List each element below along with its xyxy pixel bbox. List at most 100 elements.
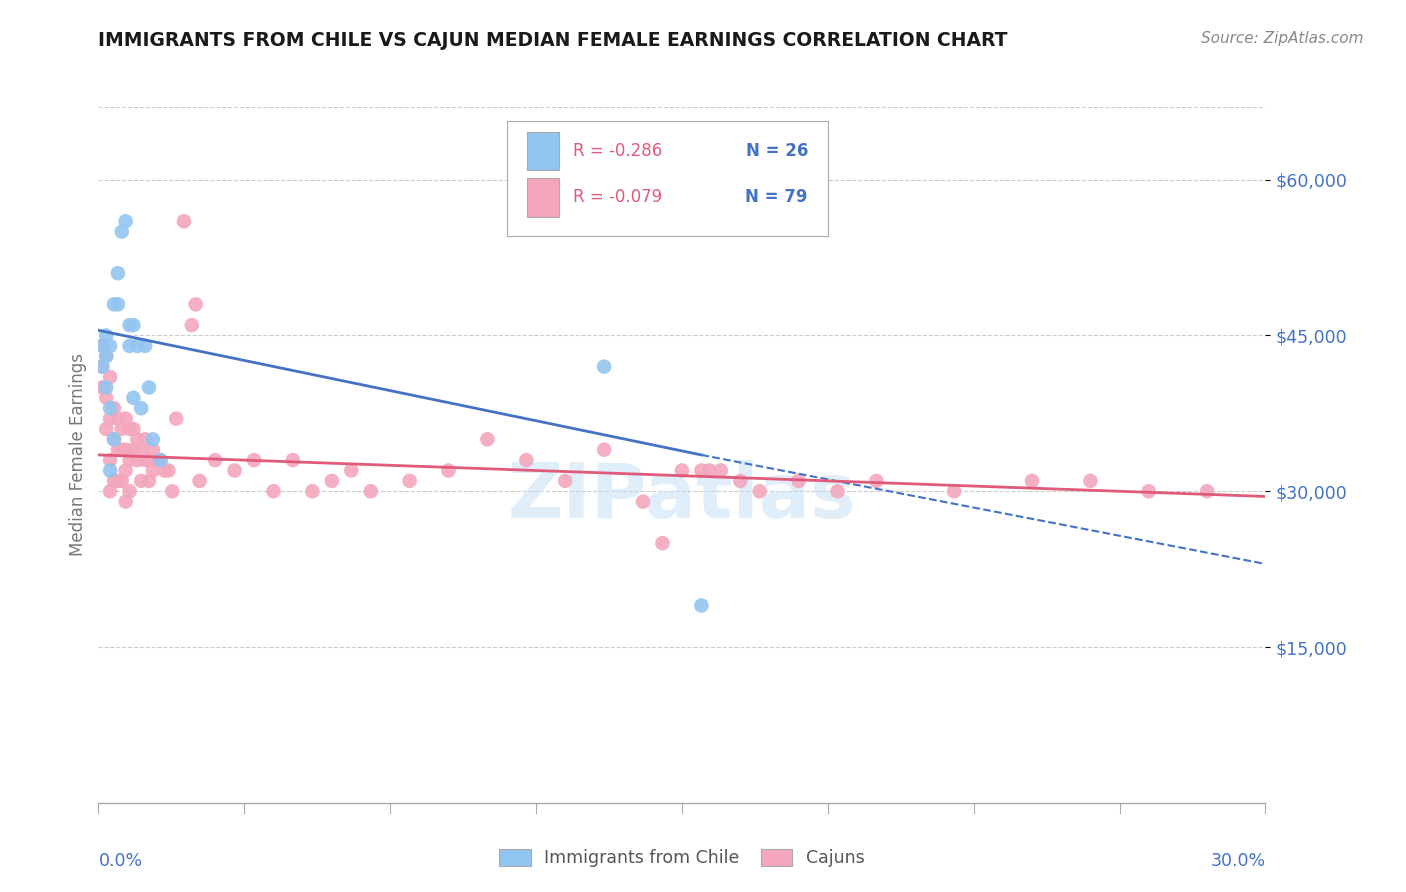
Point: [103, 297, 125, 311]
Point: [730, 474, 752, 488]
Point: [98, 484, 121, 499]
Point: [98, 463, 121, 477]
Point: [122, 422, 145, 436]
Point: [118, 422, 141, 436]
Point: [697, 463, 720, 477]
Point: [710, 463, 733, 477]
Point: [111, 422, 134, 436]
Text: R = -0.079: R = -0.079: [574, 188, 662, 206]
Bar: [527, 178, 560, 217]
Point: [224, 463, 246, 477]
Point: [827, 484, 849, 499]
Point: [114, 442, 136, 457]
Bar: [527, 132, 560, 170]
Point: [748, 484, 770, 499]
Text: Source: ZipAtlas.com: Source: ZipAtlas.com: [1201, 31, 1364, 46]
Point: [98, 339, 121, 353]
Point: [107, 442, 129, 457]
Point: [107, 266, 129, 280]
Point: [180, 318, 202, 332]
Point: [138, 453, 160, 467]
Point: [111, 442, 134, 457]
Point: [554, 474, 576, 488]
Point: [301, 484, 323, 499]
Point: [631, 494, 654, 508]
Point: [122, 318, 145, 332]
Point: [1080, 474, 1102, 488]
Point: [96, 328, 118, 343]
Point: [96, 349, 118, 363]
Point: [138, 474, 160, 488]
Point: [118, 453, 141, 467]
Point: [1137, 484, 1160, 499]
Point: [111, 474, 134, 488]
Point: [243, 453, 266, 467]
Point: [107, 297, 129, 311]
Point: [173, 214, 195, 228]
Point: [142, 442, 165, 457]
Text: ZIPatlas: ZIPatlas: [508, 459, 856, 533]
Point: [149, 453, 172, 467]
Point: [943, 484, 966, 499]
Point: [204, 453, 226, 467]
Point: [138, 380, 160, 394]
Point: [91, 359, 114, 374]
Text: IMMIGRANTS FROM CHILE VS CAJUN MEDIAN FEMALE EARNINGS CORRELATION CHART: IMMIGRANTS FROM CHILE VS CAJUN MEDIAN FE…: [98, 31, 1008, 50]
Point: [91, 380, 114, 394]
Point: [134, 339, 156, 353]
Point: [690, 463, 713, 477]
Point: [360, 484, 382, 499]
Point: [98, 453, 121, 467]
Point: [129, 442, 152, 457]
Point: [96, 422, 118, 436]
Point: [118, 318, 141, 332]
Point: [98, 370, 121, 384]
Point: [142, 463, 165, 477]
Point: [96, 349, 118, 363]
Point: [114, 463, 136, 477]
Point: [188, 474, 211, 488]
Text: N = 26: N = 26: [745, 142, 808, 160]
Point: [127, 453, 149, 467]
Point: [114, 411, 136, 425]
Point: [149, 453, 172, 467]
Point: [340, 463, 363, 477]
Point: [281, 453, 304, 467]
Point: [321, 474, 343, 488]
Point: [114, 214, 136, 228]
Point: [103, 401, 125, 416]
Point: [157, 463, 180, 477]
Point: [671, 463, 693, 477]
Point: [162, 484, 184, 499]
Point: [98, 411, 121, 425]
Point: [184, 297, 207, 311]
Legend: Immigrants from Chile, Cajuns: Immigrants from Chile, Cajuns: [492, 842, 872, 874]
Point: [153, 463, 176, 477]
Point: [107, 411, 129, 425]
Point: [114, 494, 136, 508]
Point: [787, 474, 810, 488]
Point: [111, 225, 134, 239]
Point: [1021, 474, 1043, 488]
Point: [118, 484, 141, 499]
Point: [129, 401, 152, 416]
Point: [262, 484, 284, 499]
Point: [103, 433, 125, 447]
Text: 30.0%: 30.0%: [1211, 852, 1265, 870]
Point: [103, 474, 125, 488]
Point: [134, 453, 156, 467]
Point: [103, 433, 125, 447]
Point: [398, 474, 420, 488]
Point: [118, 339, 141, 353]
Point: [134, 433, 156, 447]
Point: [165, 411, 187, 425]
FancyBboxPatch shape: [506, 121, 828, 235]
Point: [129, 474, 152, 488]
Point: [91, 339, 114, 353]
Point: [96, 380, 118, 394]
Point: [593, 442, 616, 457]
Text: N = 79: N = 79: [745, 188, 808, 206]
Point: [96, 391, 118, 405]
Point: [593, 359, 616, 374]
Point: [91, 359, 114, 374]
